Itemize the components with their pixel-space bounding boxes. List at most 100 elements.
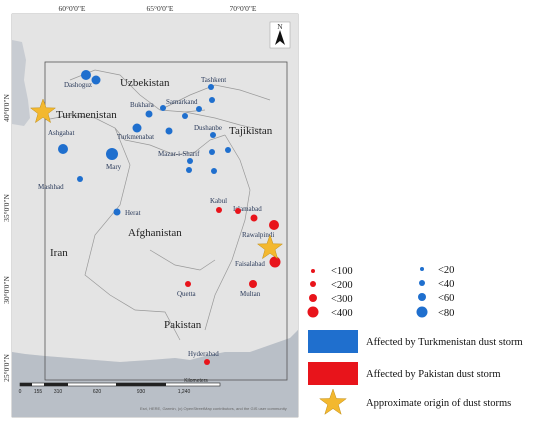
country-borders: [44, 69, 271, 341]
scale-tick-310: 310: [54, 389, 63, 395]
point-ashgabat: [58, 144, 68, 154]
legend-red-dot-400: [307, 306, 319, 318]
scale-tick-930: 930: [137, 389, 146, 395]
legend-label-turkmenistan: Affected by Turkmenistan dust storm: [366, 337, 523, 348]
city-label-hyderabad: Hyderabad: [188, 350, 219, 358]
city-label-rawalpindi: Rawalpindi: [242, 231, 274, 239]
city-label-quetta: Quetta: [177, 290, 197, 298]
city-label-mashhad: Mashhad: [38, 183, 64, 191]
point-bukhara-3: [165, 127, 173, 135]
point-rawalpindi: [269, 220, 279, 230]
legend-blue-label-60: <60: [438, 293, 454, 304]
city-label-faisalabad: Faisalabad: [235, 260, 265, 268]
country-label-tajikistan: Tajikistan: [229, 125, 273, 137]
legend-red-dot-100: [311, 269, 315, 273]
city-label-dashoguz: Dashoguz: [64, 81, 92, 89]
legend-blue-label-40: <40: [438, 279, 454, 290]
point-dushanbe-3: [225, 147, 231, 153]
country-label-turkmenistan: Turkmenistan: [56, 109, 117, 121]
legend-red-label-200: <200: [331, 280, 353, 291]
graticule-lon-70: 70°0'0"E: [230, 4, 257, 13]
city-label-kabul: Kabul: [210, 197, 227, 205]
legend-blue-dot-20: [420, 267, 424, 271]
scale-tick-155: 155: [34, 389, 43, 395]
point-kabul: [216, 207, 222, 213]
point-quetta: [185, 281, 191, 287]
point-turkmenabat: [132, 123, 142, 133]
point-dashoguz: [81, 70, 91, 80]
point-multan: [249, 280, 257, 288]
point-mazar-2: [186, 167, 192, 173]
city-label-multan: Multan: [240, 290, 261, 298]
legend-swatch-pakistan: [308, 362, 358, 385]
city-label-samarkand: Samarkand: [166, 98, 198, 106]
point-mary: [106, 148, 118, 160]
point-mazar: [187, 158, 193, 164]
city-label-mazar: Mazar-i-Sharif: [158, 150, 200, 158]
legend-blue-sizes: <20 <40 <60 <80: [416, 265, 454, 319]
point-bukhara: [160, 105, 166, 111]
legend-red-sizes: <100 <200 <300 <400: [307, 266, 353, 319]
point-herat: [113, 208, 121, 216]
graticule-lat-30: 30°0'0"N: [2, 276, 11, 304]
city-label-dushanbe: Dushanbe: [194, 124, 222, 132]
scale-tick-1240: 1,240: [178, 389, 191, 395]
legend-red-label-100: <100: [331, 266, 353, 277]
scale-tick-0: 0: [19, 389, 22, 395]
arabian-sea: [12, 330, 298, 417]
origin-star-pakistan-icon: [256, 234, 284, 260]
point-samarkand-2: [182, 113, 188, 119]
north-arrow-icon: N: [269, 21, 291, 49]
legend-red-label-400: <400: [331, 308, 353, 319]
point-islamabad: [235, 208, 241, 214]
legend-blue-label-80: <80: [438, 308, 454, 319]
svg-text:N: N: [277, 22, 283, 31]
country-label-pakistan: Pakistan: [164, 319, 202, 331]
city-label-mary: Mary: [106, 163, 122, 171]
legend-blue-label-20: <20: [438, 265, 454, 276]
pakistan-storm-points: [185, 207, 281, 365]
graticule-lon-60: 60°0'0"E: [59, 4, 86, 13]
country-label-iran: Iran: [50, 247, 68, 259]
point-bukhara-2: [145, 110, 153, 118]
city-label-herat: Herat: [125, 209, 141, 217]
city-label-bukhara: Bukhara: [130, 101, 155, 109]
point-mashhad: [77, 176, 83, 182]
legend-label-pakistan: Affected by Pakistan dust storm: [366, 369, 501, 380]
point-hyderabad: [204, 359, 210, 365]
turkmenistan-storm-points: [58, 70, 231, 216]
city-label-ashgabat: Ashgabat: [48, 129, 74, 137]
legend-red-label-300: <300: [331, 294, 353, 305]
point-tashkent: [208, 84, 214, 90]
caspian-sea: [12, 40, 30, 126]
city-label-tashkent: Tashkent: [201, 76, 226, 84]
scale-bar: 0 155 310 620 930 1,240 Kilometers: [19, 378, 221, 395]
point-dushanbe-2: [209, 149, 215, 155]
study-area-box: [44, 61, 288, 381]
point-islamabad-2: [250, 214, 258, 222]
graticule-lat-40: 40°0'0"N: [2, 94, 11, 122]
legend-red-dot-300: [309, 294, 317, 302]
point-tashkent-2: [209, 97, 215, 103]
legend-blue-dot-60: [418, 293, 426, 301]
point-dushanbe: [210, 132, 216, 138]
point-mazar-3: [211, 168, 217, 174]
land-area: [12, 14, 298, 362]
point-faisalabad: [269, 256, 281, 268]
city-label-islamabad: Islamabad: [233, 205, 262, 213]
graticule-lat-35: 35°0'0"N: [2, 194, 11, 222]
legend-swatch-turkmenistan: [308, 330, 358, 353]
graticule-lat-25: 25°0'0"N: [2, 354, 11, 382]
legend-red-dot-200: [310, 281, 316, 287]
country-label-uzbekistan: Uzbekistan: [120, 77, 170, 89]
graticule-lon-65: 65°0'0"E: [147, 4, 174, 13]
scale-tick-620: 620: [93, 389, 102, 395]
point-samarkand: [196, 106, 202, 112]
origin-star-turkmenistan-icon: [29, 98, 57, 124]
scale-unit: Kilometers: [184, 378, 208, 384]
city-label-turkmenabat: Turkmenabat: [117, 133, 154, 141]
legend-label-origin: Approximate origin of dust storms: [366, 398, 511, 409]
legend-blue-dot-40: [419, 280, 425, 286]
legend-blue-dot-80: [416, 306, 428, 318]
